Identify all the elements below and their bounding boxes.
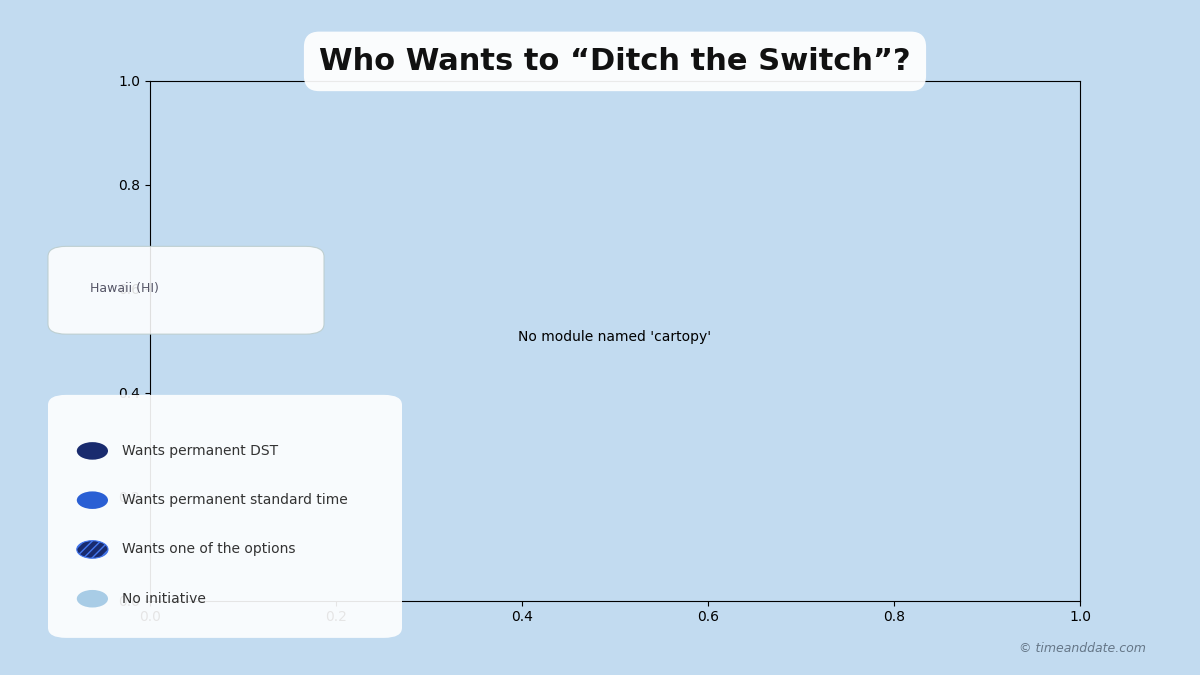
Text: Wants permanent standard time: Wants permanent standard time [122,493,348,507]
Text: Hawaii (HI): Hawaii (HI) [90,282,158,296]
Text: No initiative: No initiative [122,592,206,605]
Title: Who Wants to “Ditch the Switch”?: Who Wants to “Ditch the Switch”? [319,47,911,76]
Text: No module named 'cartopy': No module named 'cartopy' [518,330,712,344]
Text: Wants one of the options: Wants one of the options [122,543,296,556]
Text: Wants permanent DST: Wants permanent DST [122,444,278,458]
Text: © timeanddate.com: © timeanddate.com [1019,642,1146,655]
